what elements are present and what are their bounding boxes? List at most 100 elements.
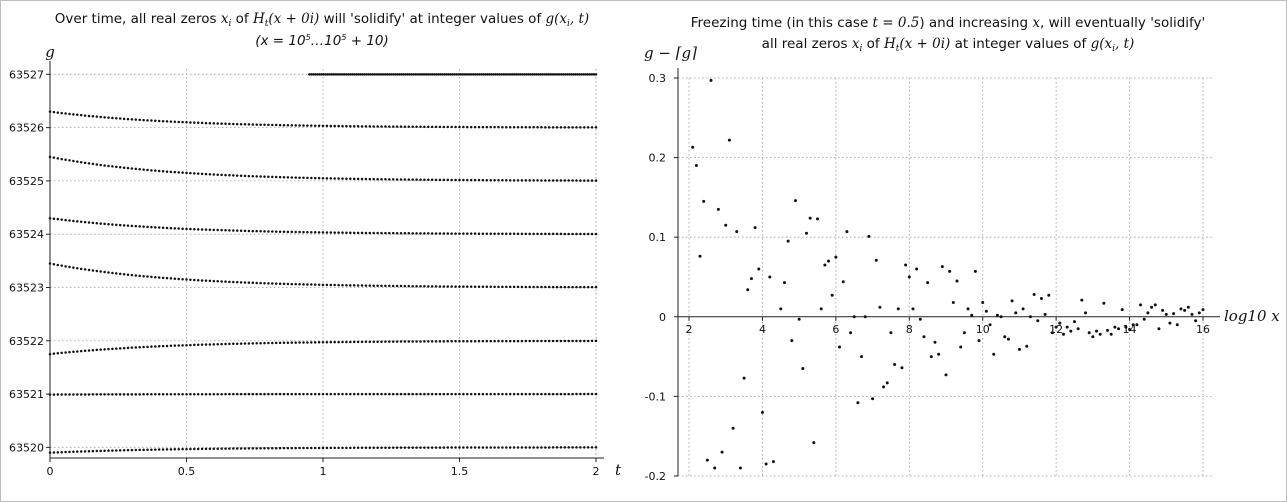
data-point [364, 446, 368, 450]
data-point [321, 176, 325, 180]
data-point [87, 393, 91, 396]
data-point [99, 270, 102, 273]
data-point [169, 277, 173, 280]
data-point [571, 446, 574, 449]
data-point [512, 179, 516, 182]
data-point [694, 164, 698, 168]
data-point [399, 340, 403, 343]
data-point [99, 222, 102, 225]
data-point [505, 446, 508, 449]
data-point [177, 171, 180, 174]
data-point [489, 446, 492, 449]
data-point [267, 447, 270, 450]
data-point [793, 199, 797, 203]
data-point [555, 285, 559, 289]
data-point [442, 446, 446, 449]
data-point [461, 73, 465, 76]
data-point [497, 125, 500, 129]
data-point [212, 343, 216, 346]
data-point [142, 345, 145, 349]
data-point [458, 446, 461, 449]
data-point [590, 446, 594, 449]
data-point [154, 393, 157, 396]
data-point [536, 446, 539, 449]
data-point [501, 179, 504, 182]
data-point [450, 392, 453, 396]
data-point [56, 393, 60, 396]
data-point [200, 172, 204, 176]
data-point [79, 220, 83, 224]
data-point [313, 341, 317, 344]
data-point [563, 126, 567, 129]
x-tick-label: 1.5 [451, 465, 469, 478]
data-point [442, 125, 446, 129]
data-point [173, 448, 177, 451]
data-point [118, 166, 122, 169]
data-point [239, 392, 243, 396]
data-point [586, 179, 590, 182]
data-point [189, 392, 192, 396]
data-point [878, 305, 882, 309]
data-point [126, 393, 130, 396]
data-point [500, 73, 504, 76]
data-point [407, 125, 411, 128]
data-point [56, 157, 60, 160]
data-point [161, 119, 165, 123]
data-point [411, 232, 414, 235]
data-point [271, 446, 274, 450]
data-point [64, 351, 67, 354]
data-point [313, 392, 317, 396]
data-point [111, 223, 114, 226]
data-point [126, 224, 130, 227]
data-point [142, 118, 145, 122]
data-point [68, 265, 71, 269]
data-point [298, 230, 301, 234]
data-point [310, 230, 313, 234]
data-point [594, 285, 598, 289]
data-point [352, 177, 356, 181]
data-point [808, 216, 812, 220]
left-chart-title: Over time, all real zeros xi of Ht(x + 0… [55, 11, 589, 29]
data-point [365, 73, 368, 76]
data-point [368, 284, 372, 287]
data-point [977, 339, 981, 343]
y-tick-label: -0.1 [645, 390, 666, 403]
data-point [594, 446, 598, 449]
data-point [337, 177, 340, 180]
data-point [520, 285, 524, 289]
data-point [212, 447, 216, 451]
data-point [322, 73, 325, 76]
data-point [130, 224, 134, 228]
data-point [395, 340, 399, 343]
data-point [196, 228, 200, 231]
data-point [239, 122, 243, 126]
data-point [173, 120, 177, 124]
data-point [432, 73, 436, 76]
data-point [232, 122, 235, 126]
data-point [1032, 293, 1036, 297]
data-point [342, 73, 346, 76]
data-point [563, 446, 567, 449]
data-point [68, 112, 71, 116]
data-point [239, 174, 243, 178]
data-point [212, 173, 216, 176]
data-point [200, 121, 204, 125]
data-point [107, 347, 110, 351]
data-point [146, 119, 149, 122]
data-point [466, 392, 469, 396]
data-point [313, 176, 317, 180]
x-tick-label: 6 [832, 323, 839, 336]
data-point [568, 73, 571, 76]
data-point [329, 340, 333, 344]
data-point [1113, 325, 1117, 329]
data-point [551, 392, 555, 396]
data-point [1201, 308, 1205, 312]
data-point [738, 466, 742, 470]
data-point [563, 179, 567, 182]
data-point [447, 73, 450, 76]
data-point [529, 73, 532, 76]
data-point [48, 451, 52, 454]
data-point [364, 392, 368, 396]
data-point [150, 345, 153, 348]
data-point [64, 158, 67, 162]
